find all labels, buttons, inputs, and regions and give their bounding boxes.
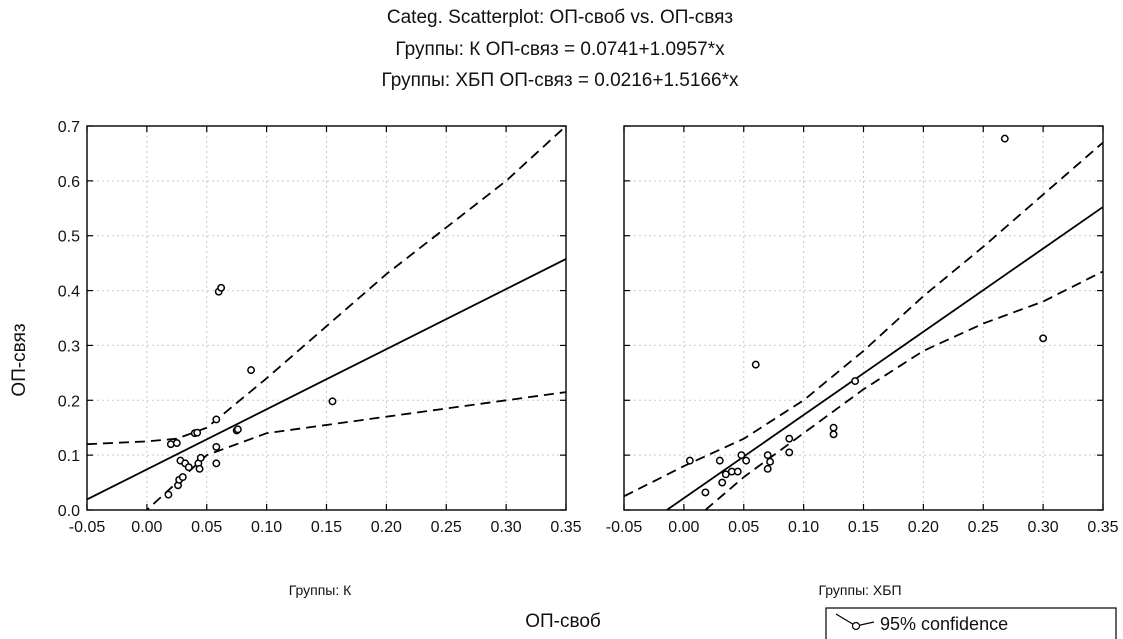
x-tick-label: 0.05 [728,519,759,536]
x-tick-label: -0.05 [606,519,643,536]
data-point [785,434,794,443]
data-point [751,360,760,369]
data-point [193,428,202,437]
data-point [247,366,256,375]
x-tick-label: 0.05 [191,519,222,536]
x-tick-label: 0.10 [251,519,282,536]
chart-subtitle-ckd: Группы: ХБП ОП-связ = 0.0216+1.5166*x [382,70,739,91]
ci-lower-line [145,391,566,510]
legend-box [825,607,1117,639]
x-tick-label: 0.00 [131,519,162,536]
data-point [733,467,742,476]
fit-lines [87,126,566,510]
x-tick-label: 0.00 [668,519,699,536]
data-point [685,456,694,465]
data-point [763,451,772,460]
panel-group-k: -0.05 0.00 0.05 0.10 0.15 0.20 0.25 0.30 0.35 0.0… [58,119,582,536]
data-point [212,459,221,468]
data-point [164,490,173,499]
x-tick-label: 0.20 [908,519,939,536]
data-point [1000,134,1009,143]
y-tick-label: 0.7 [58,119,80,136]
data-point [763,464,772,473]
data-point [737,451,746,460]
legend-point-icon [851,621,861,631]
fit-lines [624,141,1103,510]
ci-lower-line [704,270,1103,510]
x-axis-label: ОП-своб [525,611,601,632]
x-tick-label: 0.15 [848,519,879,536]
chart-title: Categ. Scatterplot: ОП-своб vs. ОП-связ [387,7,733,28]
data-point [195,464,204,473]
data-point [212,415,221,424]
chart-subtitle-k: Группы: К ОП-связ = 0.0741+1.0957*x [395,39,725,60]
data-point [178,473,187,482]
ci-upper-line [624,141,1103,498]
y-tick-label: 0.3 [58,338,80,355]
data-point [785,448,794,457]
x-tick-label: 0.30 [1028,519,1059,536]
legend-label: 95% confidence [880,614,1008,634]
y-tick-label: 0.1 [58,448,80,465]
x-tick-label: -0.05 [69,519,106,536]
y-tick-label: 0.4 [58,284,80,301]
group-label-ckd: Группы: ХБП [818,582,901,598]
legend: 95% confidence [825,607,1117,639]
y-tick-label: 0.6 [58,174,80,191]
data-point [328,397,337,406]
x-tick-label: 0.35 [1087,519,1118,536]
x-tick-label: 0.35 [550,519,581,536]
regression-line [665,206,1103,510]
x-tick-label: 0.25 [968,519,999,536]
x-tick-label: 0.10 [788,519,819,536]
x-tick-label: 0.30 [491,519,522,536]
data-point [1039,334,1048,343]
x-tick-label: 0.15 [311,519,342,536]
data-point [184,463,193,472]
group-label-k: Группы: К [289,582,352,598]
x-tick-label: 0.25 [431,519,462,536]
data-point [172,439,181,448]
x-tick-label: 0.20 [371,519,402,536]
panel-group-ckd: -0.05 0.00 0.05 0.10 0.15 0.20 0.25 0.30 0.35 [606,125,1119,536]
data-point [829,430,838,439]
data-point [233,425,242,434]
data-point [718,478,727,487]
y-tick-label: 0.2 [58,393,80,410]
y-axis-label: ОП-связ [9,323,30,396]
data-point [829,423,838,432]
ci-upper-line [87,126,566,446]
y-tick-label: 0.5 [58,229,80,246]
data-point [217,283,226,292]
data-point [715,456,724,465]
data-point [742,456,751,465]
data-point [851,377,860,386]
data-point [196,453,205,462]
data-point [766,457,775,466]
y-tick-label: 0.0 [58,503,80,520]
data-point [701,488,710,497]
regression-line [87,258,566,501]
data-point [212,442,221,451]
